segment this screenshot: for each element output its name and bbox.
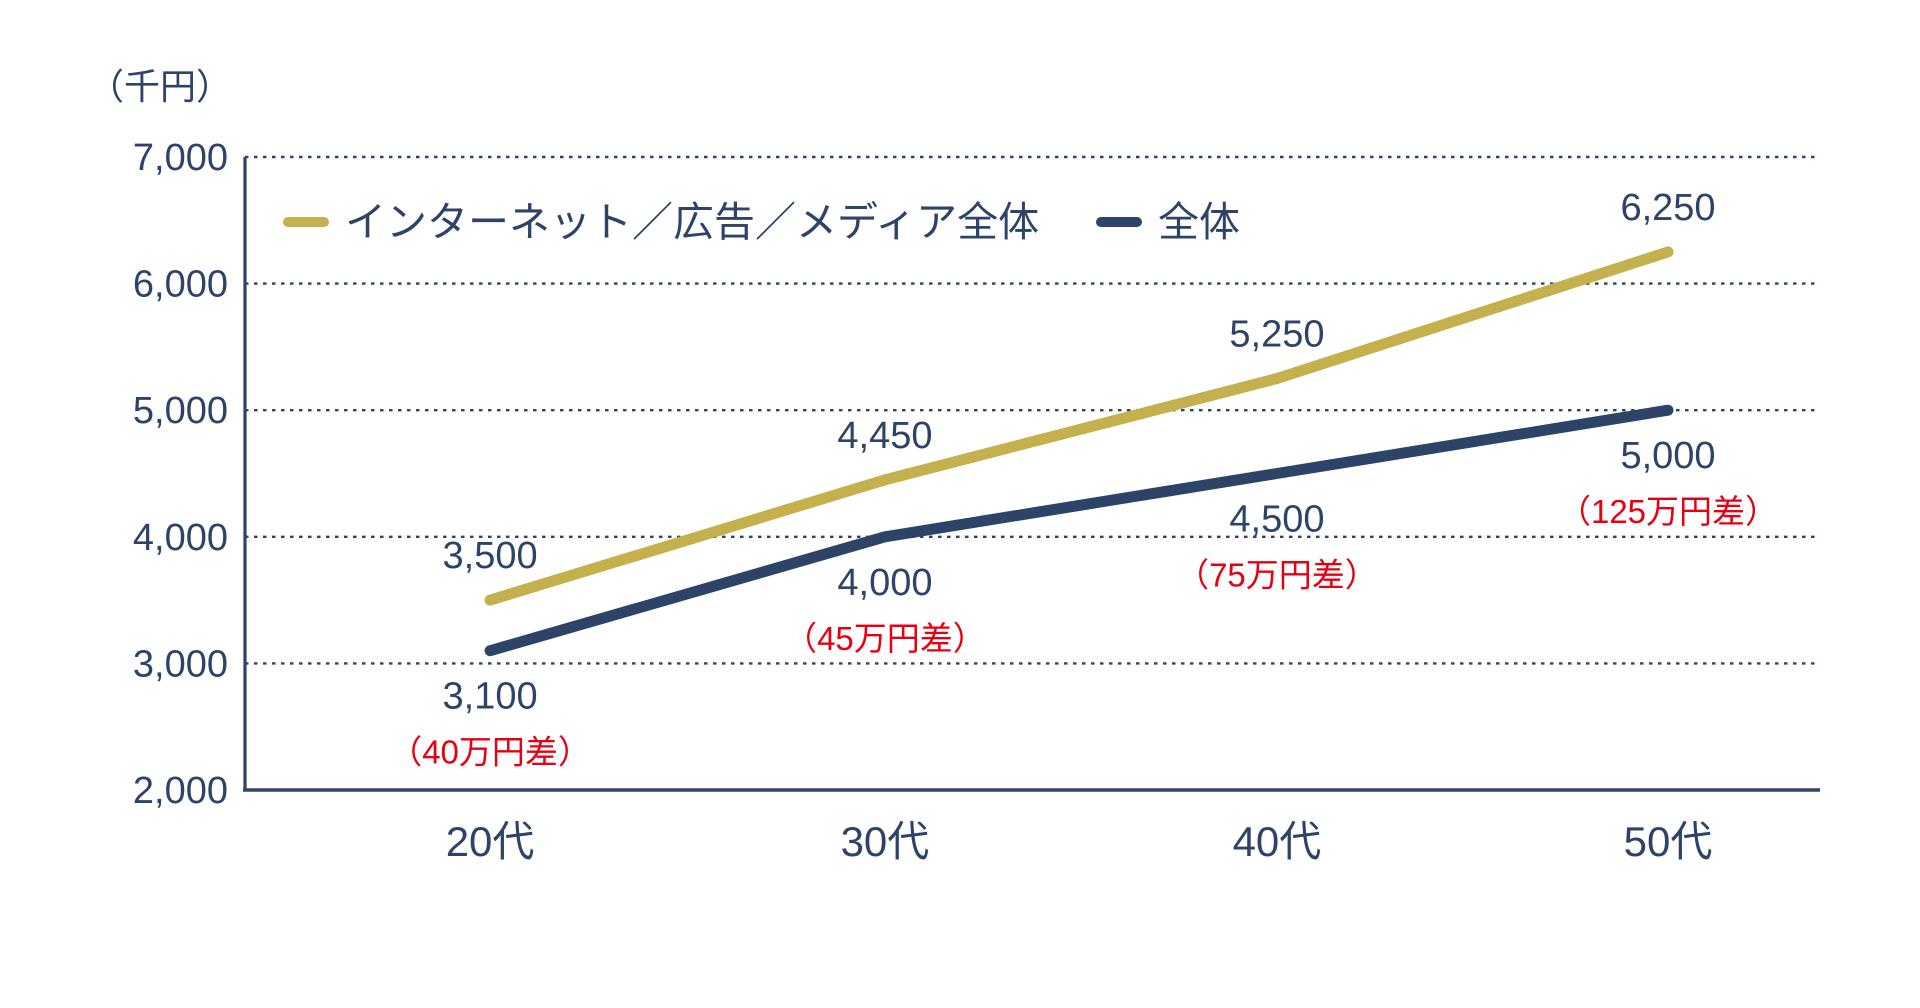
series-line-overall: [484, 404, 1674, 657]
gap-annotation-30代: （45万円差）: [784, 620, 986, 657]
data-label-internet-20代: 3,500: [443, 535, 538, 577]
data-label-overall-50代: 5,000: [1620, 435, 1715, 477]
y-tick-label-4000: 4,000: [133, 517, 228, 559]
data-label-internet-40代: 5,250: [1229, 314, 1324, 356]
y-tick-label-5000: 5,000: [133, 390, 228, 432]
y-tick-label-7000: 7,000: [133, 137, 228, 179]
x-axis-label-30代: 30代: [841, 818, 930, 865]
data-label-internet-30代: 4,450: [837, 415, 932, 457]
data-label-overall-20代: 3,100: [443, 676, 538, 718]
gap-annotation-50代: （125万円差）: [1558, 493, 1778, 530]
data-label-overall-30代: 4,000: [837, 562, 932, 604]
x-axis-label-40代: 40代: [1233, 818, 1322, 865]
data-label-overall-40代: 4,500: [1229, 499, 1324, 541]
gap-annotation-20代: （40万円差）: [389, 734, 591, 771]
y-tick-label-3000: 3,000: [133, 643, 228, 685]
y-tick-label-2000: 2,000: [133, 770, 228, 812]
y-tick-label-6000: 6,000: [133, 264, 228, 306]
data-label-internet-50代: 6,250: [1620, 187, 1715, 229]
series-line-internet-ad-media: [484, 246, 1674, 606]
x-axis-label-20代: 20代: [446, 818, 535, 865]
y-axis-unit-label: （千円）: [88, 66, 233, 107]
gap-annotation-40代: （75万円差）: [1176, 557, 1378, 594]
x-axis-label-50代: 50代: [1624, 818, 1713, 865]
